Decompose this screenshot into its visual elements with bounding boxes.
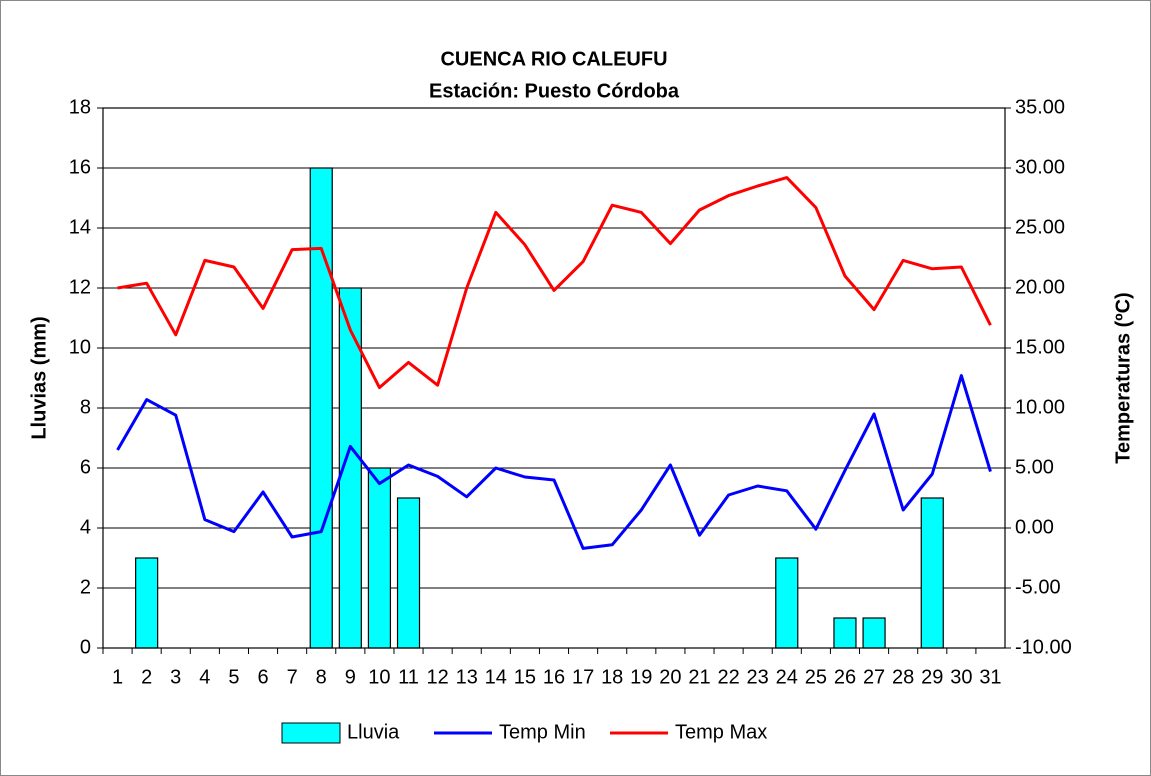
bar xyxy=(135,557,159,649)
x-tick-label: 24 xyxy=(776,666,798,688)
x-tick-label: 25 xyxy=(805,666,827,688)
x-tick-label: 15 xyxy=(514,666,536,688)
x-tick-label: 9 xyxy=(345,666,356,688)
line xyxy=(117,176,992,390)
x-tick-label: 8 xyxy=(316,666,327,688)
x-tick-label: 19 xyxy=(630,666,652,688)
x-tick-label: 10 xyxy=(368,666,390,688)
x-tick-label: 27 xyxy=(863,666,885,688)
x-tick-label: 13 xyxy=(456,666,478,688)
y-tick-label: 0 xyxy=(80,636,91,658)
x-tick-label: 31 xyxy=(979,666,1001,688)
x-tick-label: 23 xyxy=(747,666,769,688)
bar xyxy=(396,497,421,649)
y2-tick-label: -5.00 xyxy=(1015,576,1061,598)
y2-tick-label: 35.00 xyxy=(1015,96,1065,118)
bar xyxy=(833,617,857,649)
x-tick-label: 22 xyxy=(717,666,739,688)
y-tick-label: 8 xyxy=(80,396,91,418)
bar xyxy=(309,167,333,649)
y-tick-label: 2 xyxy=(80,576,91,598)
y-tick-label: 10 xyxy=(69,336,91,358)
x-tick-label: 26 xyxy=(834,666,856,688)
y2-axis-label: Temperaturas (ºC) xyxy=(1112,292,1134,463)
y2-tick-label: 0.00 xyxy=(1015,516,1054,538)
legend-label: Temp Max xyxy=(675,721,767,743)
y2-tick-label: -10.00 xyxy=(1015,636,1072,658)
chart-subtitle: Estación: Puesto Córdoba xyxy=(429,80,680,102)
x-tick-label: 18 xyxy=(601,666,623,688)
x-tick-label: 4 xyxy=(199,666,210,688)
x-tick-label: 1 xyxy=(112,666,123,688)
plot-area xyxy=(103,108,1005,648)
y2-tick-label: 5.00 xyxy=(1015,456,1054,478)
y2-tick-label: 15.00 xyxy=(1015,336,1065,358)
y2-tick-label: 10.00 xyxy=(1015,396,1065,418)
y-tick-label: 14 xyxy=(69,216,91,238)
plot-border xyxy=(102,107,1006,649)
x-tick-label: 3 xyxy=(170,666,181,688)
x-tick-label: 12 xyxy=(426,666,448,688)
x-tick-label: 17 xyxy=(572,666,594,688)
chart-title: CUENCA RIO CALEUFU xyxy=(440,48,667,70)
y-tick-label: 6 xyxy=(80,456,91,478)
legend-swatch xyxy=(281,722,341,744)
y2-tick-label: 25.00 xyxy=(1015,216,1065,238)
y-tick-label: 18 xyxy=(69,96,91,118)
y-tick-label: 16 xyxy=(69,156,91,178)
bar xyxy=(862,617,886,649)
x-tick-label: 6 xyxy=(257,666,268,688)
x-tick-label: 5 xyxy=(228,666,239,688)
y-tick-label: 12 xyxy=(69,276,91,298)
legend-label: Temp Min xyxy=(499,721,586,743)
bar xyxy=(775,557,799,649)
x-tick-label: 20 xyxy=(659,666,681,688)
bar xyxy=(367,467,392,649)
x-tick-label: 28 xyxy=(892,666,914,688)
bar xyxy=(920,497,944,649)
y-tick-label: 4 xyxy=(80,516,91,538)
y2-tick-label: 20.00 xyxy=(1015,276,1065,298)
y2-tick-label: 30.00 xyxy=(1015,156,1065,178)
legend-label: Lluvia xyxy=(347,721,400,743)
x-tick-label: 16 xyxy=(543,666,565,688)
x-tick-label: 11 xyxy=(398,666,419,688)
y-axis-label: Lluvias (mm) xyxy=(28,316,50,439)
line xyxy=(116,374,992,550)
x-tick-label: 2 xyxy=(141,666,152,688)
x-tick-label: 29 xyxy=(921,666,943,688)
x-tick-label: 14 xyxy=(485,666,507,688)
x-tick-label: 21 xyxy=(688,666,710,688)
x-tick-label: 30 xyxy=(950,666,972,688)
x-tick-label: 7 xyxy=(287,666,298,688)
